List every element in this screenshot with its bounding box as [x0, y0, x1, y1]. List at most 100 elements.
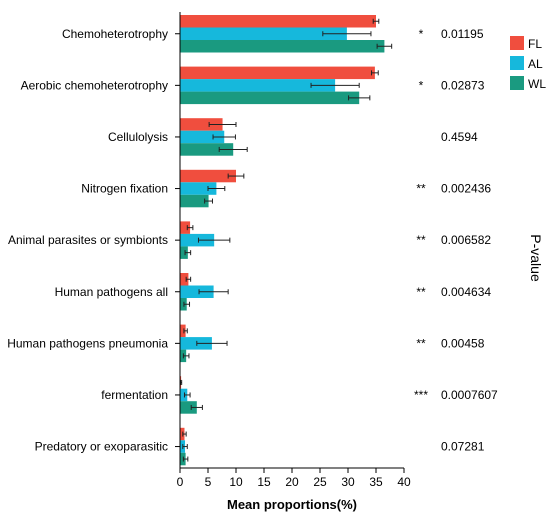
error-bar-fl-chemoheterotrophy	[372, 18, 380, 24]
legend-swatch-wl	[510, 76, 524, 90]
p-value-label: 0.00458	[441, 336, 485, 350]
error-bar-fl-human-pathogens-all	[185, 276, 192, 282]
error-bar-al-cellulolysis	[212, 134, 236, 140]
bar-fl-human-pathogens-pneumonia	[180, 324, 186, 338]
legend-swatch-fl	[510, 36, 524, 50]
error-bar-fl-fermentation	[180, 379, 183, 385]
error-bar-al-human-pathogens-pneumonia	[196, 340, 228, 346]
bars-layer	[180, 15, 385, 466]
bar-fl-aerobic-chemoheterotrophy	[180, 66, 375, 80]
error-bar-al-nitrogen-fixation	[207, 186, 226, 192]
p-value-label: 0.01195	[441, 27, 484, 41]
x-axis-title: Mean proportions(%)	[227, 497, 357, 512]
category-labels: Chemoheterotrophy Aerobic chemoheterotrop…	[7, 27, 180, 454]
significance-label: **	[416, 285, 426, 299]
error-bar-wl-cellulolysis	[218, 146, 248, 152]
error-bar-wl-human-pathogens-pneumonia	[182, 353, 190, 359]
p-value-label: 0.0007607	[441, 388, 498, 402]
error-bar-fl-human-pathogens-pneumonia	[183, 328, 188, 334]
category-label: Human pathogens all	[55, 285, 168, 299]
p-value-label: 0.006582	[441, 233, 491, 247]
category-label: fermentation	[101, 388, 168, 402]
p-value-labels: 0.01195 0.02873 0.4594 0.002436 0.006582 0.00…	[441, 27, 498, 454]
error-bar-fl-predatory-or-exoparasitic	[182, 431, 187, 437]
significance-labels: *************	[414, 27, 428, 402]
bar-wl-predatory-or-exoparasitic	[180, 452, 186, 466]
x-tick-label: 10	[229, 475, 243, 489]
significance-label: **	[416, 336, 426, 350]
bar-fl-nitrogen-fixation	[180, 169, 236, 183]
x-tick-label: 20	[285, 475, 299, 489]
bar-al-nitrogen-fixation	[180, 182, 217, 195]
error-bar-wl-human-pathogens-all	[183, 301, 191, 307]
p-value-label: 0.002436	[441, 182, 491, 196]
significance-label: **	[416, 182, 426, 196]
category-label: Cellulolysis	[108, 130, 168, 144]
bar-fl-predatory-or-exoparasitic	[180, 427, 185, 441]
significance-label: *	[419, 27, 424, 41]
bar-al-cellulolysis	[180, 130, 225, 144]
bar-wl-aerobic-chemoheterotrophy	[180, 91, 360, 105]
category-label: Aerobic chemoheterotrophy	[21, 78, 168, 92]
bar-al-fermentation	[180, 388, 188, 402]
x-tick-label: 30	[341, 475, 355, 489]
legend: FL AL WL	[510, 36, 546, 91]
significance-label: **	[416, 233, 426, 247]
bar-wl-animal-parasites-or-symbionts	[180, 246, 188, 259]
error-bar-al-predatory-or-exoparasitic	[182, 444, 188, 450]
error-bar-al-animal-parasites-or-symbionts	[197, 237, 231, 243]
bar-fl-chemoheterotrophy	[180, 15, 376, 28]
error-bar-fl-aerobic-chemoheterotrophy	[371, 70, 379, 76]
error-bar-wl-aerobic-chemoheterotrophy	[348, 95, 371, 101]
bar-wl-fermentation	[180, 401, 197, 414]
p-value-label: 0.02873	[441, 78, 485, 92]
bar-fl-cellulolysis	[180, 118, 223, 131]
category-label: Human pathogens pneumonia	[7, 336, 168, 350]
legend-swatch-al	[510, 56, 524, 70]
legend-label: FL	[528, 37, 542, 51]
legend-item-wl: WL	[510, 76, 546, 91]
error-bars-layer	[180, 18, 393, 462]
p-value-label: 0.004634	[441, 285, 491, 299]
category-label: Animal parasites or symbionts	[8, 233, 168, 247]
bar-al-aerobic-chemoheterotrophy	[180, 79, 336, 92]
bar-fl-human-pathogens-all	[180, 273, 189, 286]
category-label: Predatory or exoparasitic	[35, 440, 168, 454]
error-bar-wl-chemoheterotrophy	[376, 43, 393, 49]
p-value-label: 0.4594	[441, 130, 478, 144]
error-bar-wl-nitrogen-fixation	[204, 198, 213, 204]
x-tick-label: 25	[313, 475, 327, 489]
bar-al-human-pathogens-pneumonia	[180, 337, 212, 350]
bar-wl-chemoheterotrophy	[180, 40, 385, 53]
error-bar-wl-fermentation	[190, 404, 203, 410]
significance-label: *	[419, 78, 424, 92]
x-tick-label: 15	[257, 475, 271, 489]
legend-label: AL	[528, 57, 543, 71]
error-bar-wl-animal-parasites-or-symbionts	[184, 250, 192, 256]
error-bar-al-aerobic-chemoheterotrophy	[310, 82, 360, 88]
bar-fl-animal-parasites-or-symbionts	[180, 221, 191, 234]
error-bar-fl-animal-parasites-or-symbionts	[186, 225, 194, 231]
bar-al-animal-parasites-or-symbionts	[180, 233, 215, 247]
bar-al-human-pathogens-all	[180, 285, 214, 298]
error-bar-wl-predatory-or-exoparasitic	[182, 456, 189, 462]
p-value-axis-title: P-value	[528, 234, 544, 282]
error-bar-al-chemoheterotrophy	[322, 31, 372, 37]
legend-label: WL	[528, 77, 546, 91]
bar-wl-nitrogen-fixation	[180, 194, 209, 208]
category-label: Nitrogen fixation	[81, 182, 168, 196]
x-tick-label: 5	[205, 475, 212, 489]
bar-wl-human-pathogens-all	[180, 298, 187, 311]
x-tick-label: 0	[177, 475, 184, 489]
error-bar-fl-cellulolysis	[208, 121, 237, 127]
error-bar-fl-nitrogen-fixation	[227, 173, 245, 179]
category-label: Chemoheterotrophy	[62, 27, 168, 41]
legend-item-fl: FL	[510, 36, 542, 51]
legend-item-al: AL	[510, 56, 543, 71]
x-tick-label: 35	[369, 475, 383, 489]
error-bar-al-human-pathogens-all	[198, 289, 229, 295]
p-value-label: 0.07281	[441, 440, 485, 454]
x-tick-label: 40	[397, 475, 411, 489]
bar-wl-cellulolysis	[180, 143, 234, 156]
x-ticks: 0 5 10 15 20 25 30 35 40	[177, 468, 411, 489]
